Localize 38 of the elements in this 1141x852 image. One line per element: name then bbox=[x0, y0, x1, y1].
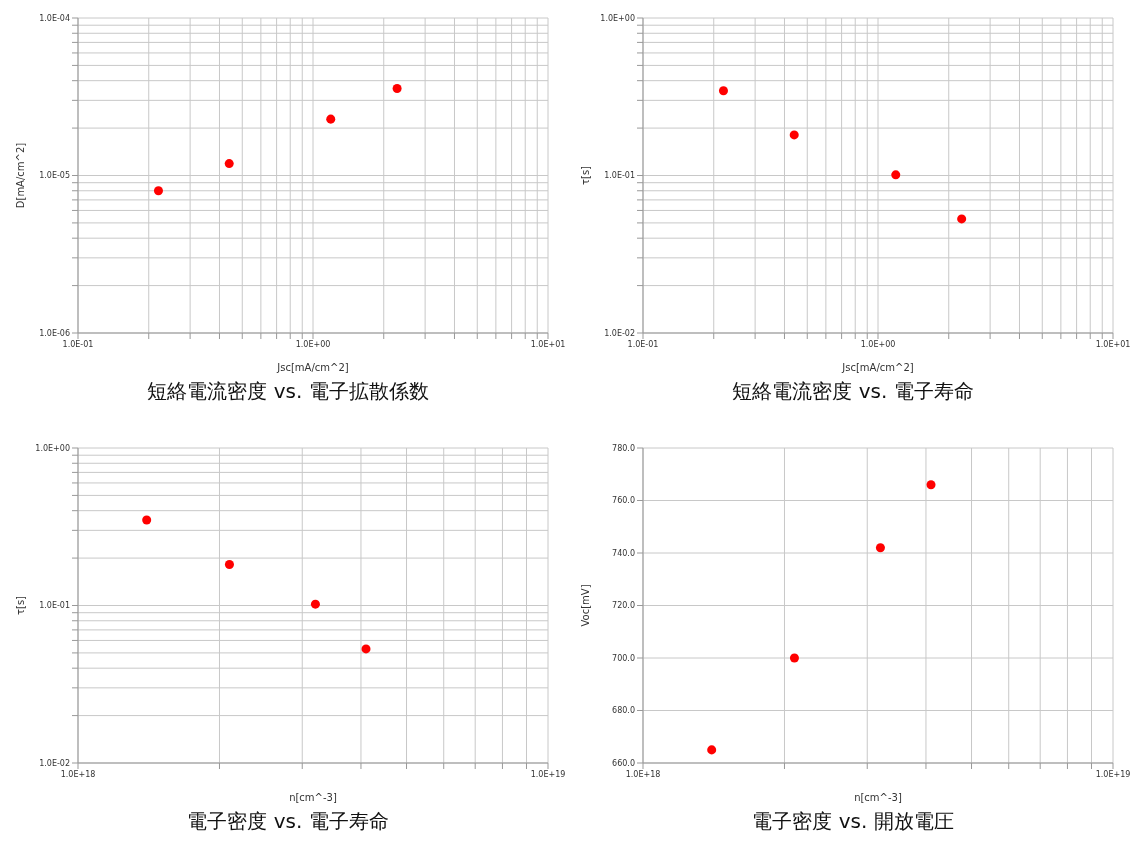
y-axis-title: τ[s] bbox=[579, 165, 591, 186]
x-tick-label: 1.0E-01 bbox=[62, 339, 94, 349]
x-tick-label: 1.0E+01 bbox=[530, 339, 566, 349]
text: 短絡電流密度 vs. 電子拡散係数 bbox=[146, 378, 430, 405]
x-tick-label: 1.0E+00 bbox=[295, 339, 331, 349]
x-tick-label: 1.0E+00 bbox=[860, 339, 896, 349]
x-tick-label: 1.0E+18 bbox=[60, 769, 96, 779]
y-tick-label: 1.0E-06 bbox=[39, 328, 70, 338]
y-tick-label: 1.0E+00 bbox=[35, 443, 70, 453]
y-axis-title: τ[s] bbox=[14, 595, 26, 616]
x-axis-title: Jsc[mA/cm^2] bbox=[841, 362, 914, 373]
x-tick-label: 1.0E+19 bbox=[530, 769, 566, 779]
x-axis-title: n[cm^-3] bbox=[289, 792, 337, 803]
y-tick-label: 1.0E-01 bbox=[39, 601, 70, 611]
text: 短絡電流密度 vs. 電子寿命 bbox=[731, 378, 975, 405]
y-tick-label: 1.0E-02 bbox=[39, 758, 70, 768]
x-axis-title: Jsc[mA/cm^2] bbox=[276, 362, 349, 373]
y-tick-label: 740.0 bbox=[612, 548, 635, 558]
y-tick-label: 780.0 bbox=[612, 443, 635, 453]
x-tick-label: 1.0E+19 bbox=[1095, 769, 1131, 779]
y-axis-title: Voc[mV] bbox=[579, 584, 591, 627]
x-tick-label: 1.0E-01 bbox=[627, 339, 659, 349]
x-tick-label: 1.0E+18 bbox=[625, 769, 661, 779]
y-tick-label: 1.0E-04 bbox=[39, 13, 70, 23]
y-tick-label: 680.0 bbox=[612, 706, 635, 716]
x-tick-label: 1.0E+01 bbox=[1095, 339, 1131, 349]
y-tick-label: 760.0 bbox=[612, 496, 635, 506]
y-tick-label: 660.0 bbox=[612, 758, 635, 768]
text: 電子密度 vs. 電子寿命 bbox=[186, 808, 390, 835]
y-axis-title: D[mA/cm^2] bbox=[14, 142, 26, 209]
y-tick-label: 1.0E+00 bbox=[600, 13, 635, 23]
y-tick-label: 1.0E-02 bbox=[604, 328, 635, 338]
y-tick-label: 1.0E-05 bbox=[39, 171, 70, 181]
x-axis-title: n[cm^-3] bbox=[854, 792, 902, 803]
y-tick-label: 700.0 bbox=[612, 653, 635, 663]
y-tick-label: 1.0E-01 bbox=[604, 171, 635, 181]
y-tick-label: 720.0 bbox=[612, 601, 635, 611]
text: 電子密度 vs. 開放電圧 bbox=[751, 808, 955, 835]
